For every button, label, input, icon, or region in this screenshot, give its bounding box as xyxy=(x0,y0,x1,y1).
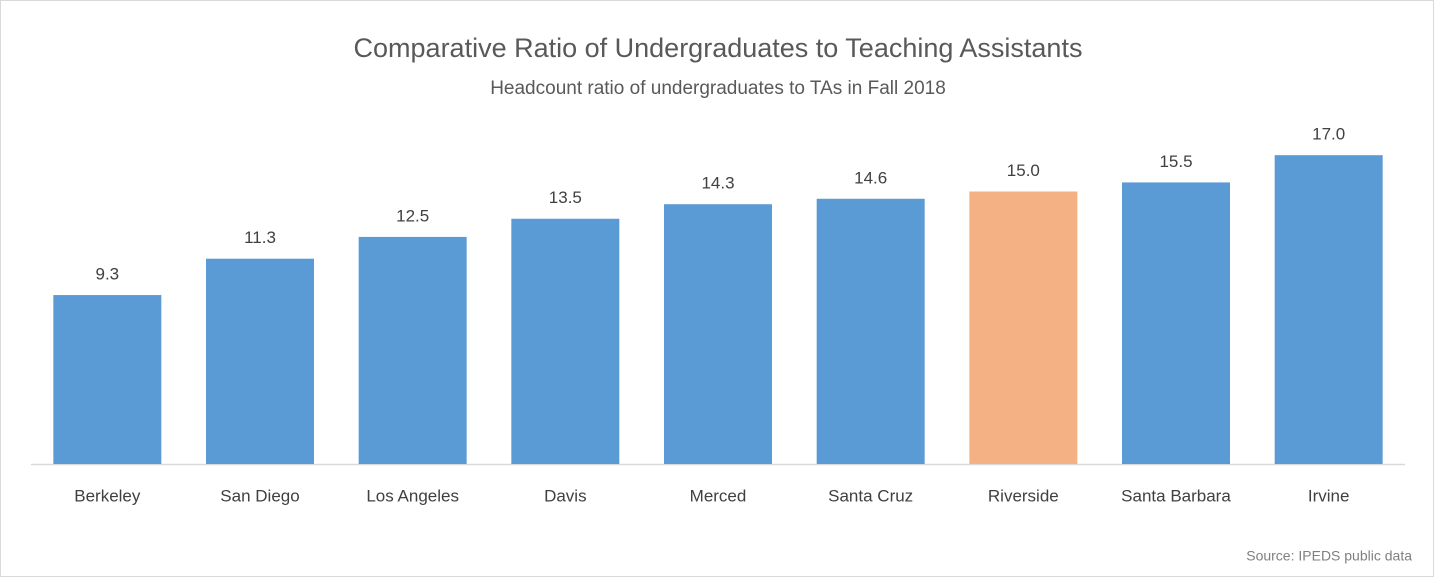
bar xyxy=(206,258,314,464)
bar xyxy=(1122,182,1230,464)
x-tick-label: Davis xyxy=(544,486,587,505)
x-tick-label: Berkeley xyxy=(74,486,141,505)
data-label: 11.3 xyxy=(244,228,276,247)
x-tick-label: Irvine xyxy=(1308,486,1350,505)
x-tick-label: Los Angeles xyxy=(366,486,459,505)
x-tick-label: Santa Cruz xyxy=(828,486,913,505)
data-label: 15.5 xyxy=(1159,152,1192,171)
x-tick-label: Riverside xyxy=(988,486,1059,505)
chart-subtitle: Headcount ratio of undergraduates to TAs… xyxy=(490,78,946,99)
bar xyxy=(664,204,772,464)
data-label: 9.3 xyxy=(96,265,120,284)
data-label: 12.5 xyxy=(396,206,429,225)
x-tick-label: Santa Barbara xyxy=(1121,486,1231,505)
x-tick-label: San Diego xyxy=(220,486,299,505)
data-label: 15.0 xyxy=(1007,161,1040,180)
data-label: 17.0 xyxy=(1312,125,1345,144)
bar xyxy=(969,191,1078,464)
bar xyxy=(358,236,467,464)
bar xyxy=(511,218,620,464)
bar xyxy=(816,198,925,464)
x-tick-label: Merced xyxy=(690,486,747,505)
data-label: 13.5 xyxy=(549,188,582,207)
bar xyxy=(1274,155,1383,464)
bar xyxy=(53,295,162,464)
source-note: Source: IPEDS public data xyxy=(1246,548,1412,564)
chart-title: Comparative Ratio of Undergraduates to T… xyxy=(354,33,1083,63)
data-label: 14.6 xyxy=(854,168,887,187)
data-label: 14.3 xyxy=(701,174,734,193)
